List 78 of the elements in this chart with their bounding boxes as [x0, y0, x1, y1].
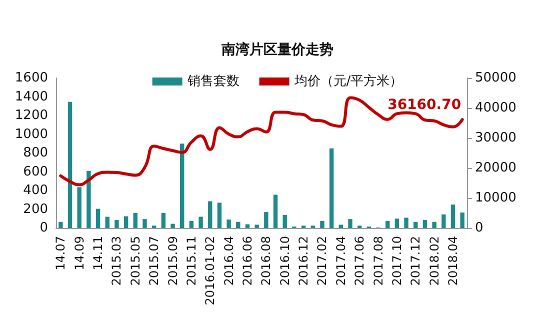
bar — [460, 212, 464, 228]
y2-tick-label: 10000 — [475, 190, 516, 206]
y-tick-label: 1200 — [14, 108, 48, 123]
x-tick-label: 2017.04 — [334, 236, 348, 286]
bar — [329, 148, 334, 228]
data-label: 36160.70 — [388, 97, 462, 114]
bar — [68, 102, 72, 228]
bar — [161, 213, 166, 228]
x-tick-label: 2015.03 — [110, 236, 124, 286]
x-tick-label: 2016.08 — [259, 236, 274, 286]
bar — [114, 220, 119, 228]
x-tick-label: 2018.04 — [446, 236, 460, 286]
y2-tick-label: 20000 — [475, 160, 516, 176]
x-tick-label: 2015.11 — [184, 236, 198, 286]
bar — [96, 208, 100, 228]
x-tick-label: 2016.01-02 — [203, 236, 218, 306]
bar — [442, 214, 446, 228]
y-tick-label: 1600 — [14, 70, 48, 86]
x-tick-label: 2017.02 — [315, 236, 330, 286]
x-tick-label: 2017.12 — [408, 236, 423, 286]
bar — [142, 219, 147, 228]
legend-label: 销售套数 — [186, 74, 240, 89]
bar — [394, 218, 400, 228]
y2-tick-label: 40000 — [475, 100, 516, 116]
x-tick-label: 14.09 — [72, 236, 86, 270]
bar — [189, 220, 194, 228]
bar — [422, 220, 428, 228]
x-tick-label: 2018.02 — [427, 236, 442, 286]
y-tick-label: 800 — [23, 146, 48, 160]
x-tick-label: 2017.06 — [352, 236, 367, 286]
bar — [236, 222, 240, 228]
x-tick-label: 2016.12 — [296, 236, 311, 286]
x-tick-label: 2016.04 — [222, 236, 236, 286]
x-tick-label: 2016.10 — [278, 236, 292, 286]
line-series — [59, 96, 464, 186]
x-tick-label: 14.11 — [91, 236, 106, 270]
legend-label: 均价（元/平方米） — [293, 73, 403, 89]
x-tick-label: 2015.09 — [166, 236, 180, 286]
y-tick-label: 0 — [40, 220, 48, 236]
bar — [86, 170, 91, 228]
bar — [338, 224, 343, 228]
y2-tick-label: 0 — [475, 220, 484, 236]
x-tick-label: 2015.07 — [147, 236, 162, 286]
bar — [170, 224, 175, 228]
bar — [386, 220, 390, 228]
bar — [404, 218, 408, 228]
y-tick-label: 1000 — [14, 126, 48, 142]
bar — [124, 216, 128, 228]
y-tick-label: 200 — [23, 202, 48, 217]
chart-title: 南湾片区量价走势 — [220, 41, 334, 58]
bar — [282, 214, 287, 228]
bar — [208, 201, 212, 228]
x-tick-label: 2016.06 — [240, 236, 254, 286]
bar — [180, 144, 184, 228]
x-tick-label: 2015.05 — [128, 236, 142, 286]
bar — [217, 202, 222, 228]
bar — [58, 222, 63, 228]
bar — [198, 216, 203, 228]
x-tick-label: 2017.10 — [390, 236, 404, 286]
x-tick-label: 2017.08 — [371, 236, 386, 286]
y-tick-label: 400 — [23, 183, 48, 198]
bar — [254, 224, 259, 228]
bar — [133, 213, 138, 228]
bar — [77, 187, 82, 228]
x-tick-label: 14.07 — [54, 236, 68, 270]
bar — [105, 216, 110, 228]
y2-tick-label: 50000 — [475, 70, 516, 86]
bar — [264, 212, 268, 228]
bar — [348, 219, 352, 228]
bar — [432, 222, 436, 228]
bar — [320, 220, 324, 228]
y-tick-label: 600 — [23, 164, 48, 180]
bar — [226, 220, 231, 228]
bar — [450, 204, 456, 228]
bar — [414, 222, 418, 228]
y2-tick-label: 30000 — [475, 130, 516, 146]
bar — [273, 194, 278, 228]
y-tick-label: 1400 — [14, 89, 48, 104]
